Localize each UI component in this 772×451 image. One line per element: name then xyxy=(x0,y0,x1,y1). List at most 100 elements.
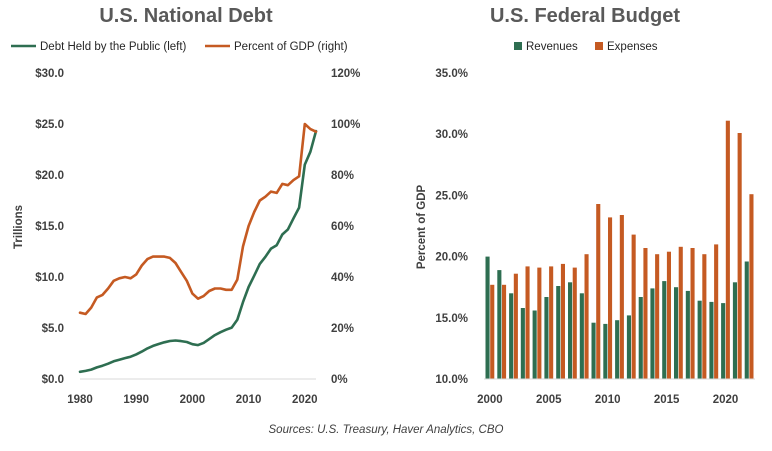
debt-left-axis-ticks: $0.0 $5.0 $10.0 $15.0 $20.0 $25.0 $30.0 xyxy=(35,68,64,386)
debt-right-tick-label: 20% xyxy=(331,323,354,335)
debt-left-tick-label: $0.0 xyxy=(42,374,64,386)
revenue-bar xyxy=(732,282,737,379)
budget-x-tick-label: 2015 xyxy=(654,394,680,406)
revenue-bar xyxy=(509,293,514,379)
debt-left-tick-label: $10.0 xyxy=(35,272,64,284)
debt-left-tick-label: $15.0 xyxy=(35,221,64,233)
expense-bar xyxy=(572,267,577,379)
budget-y-tick-label: 35.0% xyxy=(435,68,468,80)
revenue-bar xyxy=(520,308,525,379)
expense-bar xyxy=(502,284,507,379)
revenue-bar xyxy=(674,287,679,379)
revenue-bar xyxy=(650,288,655,379)
expense-bar xyxy=(631,234,636,379)
revenue-bar xyxy=(556,286,561,379)
legend-swatch-expenses xyxy=(595,42,603,50)
expense-bar xyxy=(737,133,742,379)
debt-legend: Debt Held by the Public (left) Percent o… xyxy=(11,41,348,53)
expense-bar xyxy=(537,267,542,379)
debt-right-axis-ticks: 0% 20% 40% 60% 80% 100% 120% xyxy=(331,68,360,386)
revenue-bar xyxy=(532,310,537,379)
expense-bar xyxy=(725,120,730,379)
revenue-bar xyxy=(709,301,714,379)
debt-left-tick-label: $30.0 xyxy=(35,68,64,80)
expense-bar xyxy=(549,266,554,379)
budget-y-axis-title: Percent of GDP xyxy=(416,184,428,269)
debt-right-tick-label: 40% xyxy=(331,272,354,284)
budget-x-tick-label: 2010 xyxy=(595,394,621,406)
budget-x-tick-label: 2005 xyxy=(536,394,562,406)
debt-series-lines xyxy=(78,122,318,374)
expense-bar xyxy=(714,244,719,379)
debt-right-tick-label: 120% xyxy=(331,68,360,80)
expense-bar xyxy=(490,284,495,379)
expense-bar xyxy=(584,254,589,379)
legend-label-debt: Debt Held by the Public (left) xyxy=(40,41,187,53)
revenue-bar xyxy=(497,270,502,379)
expense-bar xyxy=(702,254,707,379)
budget-y-tick-label: 25.0% xyxy=(435,190,468,202)
debt-left-tick-label: $5.0 xyxy=(42,323,64,335)
expense-bar xyxy=(513,273,518,379)
budget-bars xyxy=(485,120,754,379)
expense-bar xyxy=(666,251,671,379)
expense-bar xyxy=(643,248,648,379)
expense-bar xyxy=(749,194,754,379)
revenue-bar xyxy=(591,322,596,379)
budget-y-tick-label: 10.0% xyxy=(435,374,468,386)
debt-chart: U.S. National Debt Debt Held by the Publ… xyxy=(11,5,360,406)
debt-left-tick-label: $25.0 xyxy=(35,119,64,131)
source-note: Sources: U.S. Treasury, Haver Analytics,… xyxy=(269,424,504,436)
budget-x-tick-label: 2020 xyxy=(713,394,739,406)
expense-bar xyxy=(619,215,624,379)
expense-bar xyxy=(690,248,695,379)
revenue-bar xyxy=(579,293,584,379)
debt-right-tick-label: 60% xyxy=(331,221,354,233)
revenue-bar xyxy=(485,256,490,379)
revenue-bar xyxy=(544,297,549,379)
legend-label-percent: Percent of GDP (right) xyxy=(234,41,348,53)
legend-label-expenses: Expenses xyxy=(607,41,658,53)
legend-swatch-revenues xyxy=(514,42,522,50)
revenue-bar xyxy=(744,261,749,379)
debt-y-axis-title: Trillions xyxy=(13,205,25,249)
budget-x-axis-ticks: 2000 2005 2010 2015 2020 xyxy=(477,394,738,406)
debt-x-tick-label: 2020 xyxy=(292,394,318,406)
debt-x-tick-label: 2000 xyxy=(180,394,206,406)
revenue-bar xyxy=(638,297,643,379)
expense-bar xyxy=(525,266,530,379)
debt-x-axis-ticks: 1980 1990 2000 2010 2020 xyxy=(67,394,317,406)
debt-chart-title: U.S. National Debt xyxy=(99,5,273,27)
expense-bar xyxy=(608,217,613,379)
expense-bar xyxy=(596,204,601,379)
revenue-bar xyxy=(615,320,620,379)
debt-right-tick-label: 0% xyxy=(331,374,348,386)
debt-x-tick-label: 1980 xyxy=(67,394,93,406)
debt-x-tick-label: 2010 xyxy=(236,394,262,406)
debt-line xyxy=(78,129,318,374)
debt-x-tick-label: 1990 xyxy=(123,394,149,406)
debt-right-tick-label: 100% xyxy=(331,119,360,131)
legend-label-revenues: Revenues xyxy=(526,41,578,53)
budget-y-tick-label: 15.0% xyxy=(435,313,468,325)
percent-of-gdp-line xyxy=(78,122,318,316)
expense-bar xyxy=(678,246,683,379)
revenue-bar xyxy=(697,300,702,379)
budget-y-tick-label: 20.0% xyxy=(435,252,468,264)
budget-y-tick-label: 30.0% xyxy=(435,129,468,141)
revenue-bar xyxy=(568,282,573,379)
debt-left-tick-label: $20.0 xyxy=(35,170,64,182)
expense-bar xyxy=(655,254,660,379)
revenue-bar xyxy=(685,290,690,379)
revenue-bar xyxy=(721,303,726,379)
budget-chart: U.S. Federal Budget Revenues Expenses Pe… xyxy=(416,5,755,406)
revenue-bar xyxy=(626,315,631,379)
budget-legend: Revenues Expenses xyxy=(514,41,658,53)
budget-x-tick-label: 2000 xyxy=(477,394,503,406)
budget-y-axis-ticks: 10.0% 15.0% 20.0% 25.0% 30.0% 35.0% xyxy=(435,68,468,386)
expense-bar xyxy=(560,263,565,379)
revenue-bar xyxy=(662,281,667,379)
revenue-bar xyxy=(603,323,608,379)
budget-chart-title: U.S. Federal Budget xyxy=(490,5,680,27)
